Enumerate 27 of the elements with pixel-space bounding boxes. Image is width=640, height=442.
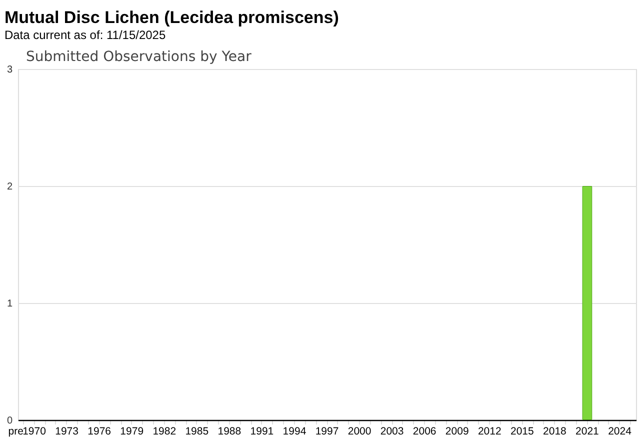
x-tick-label: 2018: [543, 426, 567, 438]
x-tick-label: 1973: [55, 426, 79, 438]
y-tick-label: 3: [6, 64, 13, 76]
x-tick-label: 1997: [315, 426, 339, 438]
x-tick-label: 1994: [282, 426, 306, 438]
x-tick-label: 2000: [348, 426, 372, 438]
x-tick-label: 2012: [478, 426, 502, 438]
y-tick-label: 0: [6, 416, 13, 426]
x-tick-label: 1970: [22, 426, 46, 438]
y-tick-label: 2: [6, 182, 13, 192]
chart-title: Mutual Disc Lichen (Lecidea promiscens): [4, 8, 339, 27]
x-tick-label: 2024: [608, 426, 632, 438]
x-tick-label: 1976: [88, 426, 112, 438]
x-tick-label: 1988: [218, 426, 242, 438]
x-tick-label: 2009: [445, 426, 469, 438]
x-tick-label: 2003: [380, 426, 404, 438]
x-tick-label: 2006: [412, 426, 436, 438]
text: Submitted Observations by Year: [26, 49, 252, 65]
x-tick-label: 1985: [185, 426, 209, 438]
y-tick-label: 1: [6, 298, 13, 310]
x-tick-label: 2015: [510, 426, 534, 438]
x-tick-label: 1982: [152, 426, 176, 438]
x-tick-label: pre: [8, 426, 24, 438]
x-tick-label: 2021: [576, 426, 600, 438]
x-tick-label: 1979: [120, 426, 144, 438]
x-tick-label: 1991: [250, 426, 274, 438]
chart-subtitle: Data current as of: 11/15/2025: [4, 28, 166, 42]
